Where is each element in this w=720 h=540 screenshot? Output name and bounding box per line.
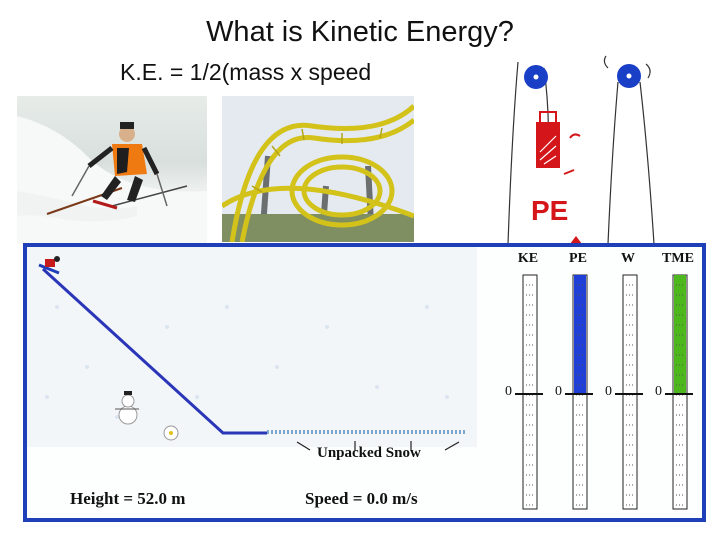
roller-coaster-photo [222,96,414,242]
bar-label-pe: PE [569,251,587,266]
pe-label: PE [531,195,568,226]
pendulum-diagram: PE [498,52,720,244]
snowball-icon [163,425,179,441]
energy-bar-outline-ke [522,274,538,510]
bar-zero-pe: 0 [555,384,562,399]
bar-zero-ke: 0 [505,384,512,399]
bar-zero-tme: 0 [655,384,662,399]
ski-simulation: Unpacked Snow Height = 52.0 m Speed = 0.… [23,243,706,522]
slide-title: What is Kinetic Energy? [206,16,514,48]
speed-readout: Speed = 0.0 m/s [305,489,418,508]
skier-sprite [38,256,60,275]
bar-label-w: W [621,251,635,266]
hanging-weight [536,122,560,168]
bar-label-ke: KE [517,251,539,266]
bar-zero-w: 0 [605,384,612,399]
skier-photo [17,96,207,244]
height-readout: Height = 52.0 m [70,489,186,508]
kinetic-energy-formula: K.E. = 1/2(mass x speed [120,59,372,85]
energy-bar-outline-w [622,274,638,510]
bar-label-tme: TME [662,251,694,266]
ski-track [41,267,267,435]
unpacked-snow-label: Unpacked Snow [317,445,421,461]
snowman-icon [115,391,139,425]
